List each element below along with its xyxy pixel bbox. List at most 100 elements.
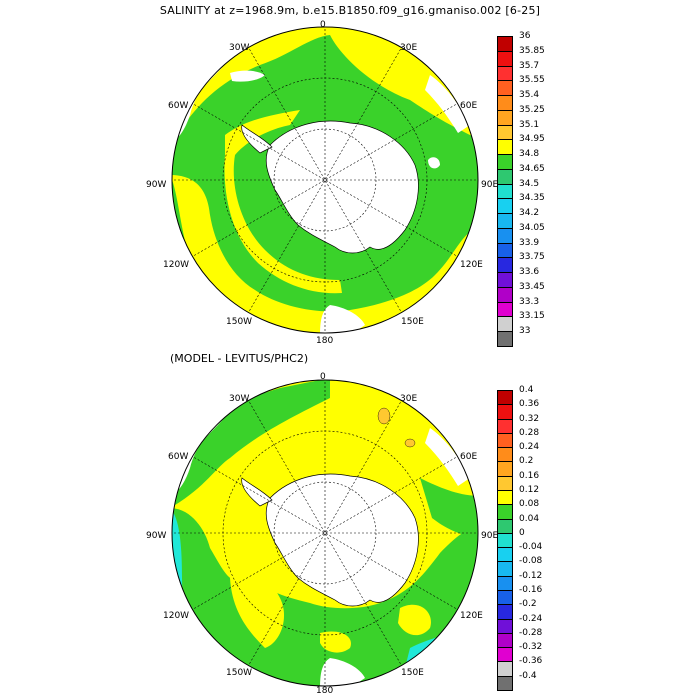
colorbar-swatch	[497, 36, 513, 52]
antarctica-landmass	[265, 473, 419, 607]
lon-label-60w: 60W	[168, 452, 189, 462]
colorbar-label: 33.15	[519, 311, 545, 322]
colorbar-swatch	[497, 331, 513, 347]
lon-label-30w: 30W	[229, 394, 250, 404]
difference-colorbar: 0.4 0.36 0.32 0.28 0.24 0.2 0.16 0.12 0.08 0.04 0 -…	[497, 385, 575, 691]
lon-label-90w: 90W	[146, 531, 167, 541]
colorbar-swatch	[497, 183, 513, 200]
lon-label-90e: 90E	[481, 531, 499, 541]
colorbar-label: 35.55	[519, 75, 545, 86]
colorbar-swatch	[497, 316, 513, 333]
graticule	[172, 380, 478, 686]
lon-label-90e: 90E	[481, 180, 499, 190]
colorbar-swatch	[497, 80, 513, 97]
lon-label-30e: 30E	[400, 394, 418, 404]
difference-green-region	[172, 380, 330, 508]
difference-map	[170, 378, 480, 688]
colorbar-label: 33.9	[519, 237, 540, 248]
colorbar-swatch	[497, 518, 513, 534]
colorbar-swatch	[497, 561, 513, 577]
colorbar-swatch	[497, 504, 513, 520]
lon-label-150e: 150E	[401, 317, 424, 327]
colorbar-label: 36	[519, 31, 531, 41]
colorbar-swatch	[497, 432, 513, 449]
colorbar-swatch	[497, 575, 513, 591]
colorbar-swatch	[497, 286, 513, 303]
lon-label-30e: 30E	[400, 43, 418, 53]
lon-label-120e: 120E	[460, 611, 483, 621]
colorbar-label: -0.08	[519, 556, 543, 567]
lon-label-30w: 30W	[229, 43, 250, 53]
colorbar-swatch	[497, 65, 513, 82]
colorbar-swatch	[497, 632, 513, 649]
colorbar-label: -0.36	[519, 656, 543, 667]
colorbar-label: -0.28	[519, 627, 543, 638]
colorbar-swatch	[497, 418, 513, 434]
lon-label-90w: 90W	[146, 180, 167, 190]
colorbar-label: -0.12	[519, 570, 543, 581]
difference-subtitle: (MODEL - LEVITUS/PHC2)	[170, 352, 309, 365]
colorbar-label: 0.12	[519, 485, 540, 495]
colorbar-swatch	[497, 257, 513, 274]
colorbar-swatch	[497, 604, 513, 620]
difference-map-svg	[171, 379, 479, 687]
colorbar-swatch	[497, 661, 513, 677]
colorbar-label: 35.7	[519, 60, 540, 71]
colorbar-label: 33.75	[519, 252, 545, 263]
colorbar-swatch	[497, 50, 513, 67]
colorbar-label: -0.2	[519, 599, 537, 610]
colorbar-label: 35.25	[519, 104, 545, 115]
colorbar-label: 33.6	[519, 267, 540, 278]
colorbar-label: 0.4	[519, 385, 534, 395]
colorbar-label: 33	[519, 326, 531, 337]
colorbar-swatch	[497, 447, 513, 463]
colorbar-swatch	[497, 154, 513, 170]
colorbar-swatch	[497, 139, 513, 156]
colorbar-label: -0.04	[519, 542, 543, 553]
colorbar-label: 34.35	[519, 193, 545, 204]
colorbar-swatch	[497, 213, 513, 229]
colorbar-swatch	[497, 490, 513, 506]
salinity-colorbar: 36 35.85 35.7 35.55 35.4 35.25 35.1 34.95 34.8 34…	[497, 31, 575, 347]
colorbar-swatch	[497, 404, 513, 420]
colorbar-label: 34.2	[519, 208, 540, 219]
lon-label-0: 0	[320, 20, 326, 30]
colorbar-swatch	[497, 242, 513, 259]
lon-label-0: 0	[320, 372, 326, 382]
colorbar-label: 34.95	[519, 134, 545, 145]
colorbar-label: -0.4	[519, 670, 537, 681]
salinity-map-svg	[171, 26, 479, 334]
colorbar-swatch	[497, 109, 513, 126]
lon-label-60e: 60E	[460, 452, 478, 462]
colorbar-swatch	[497, 390, 513, 406]
colorbar-label: -0.32	[519, 642, 543, 653]
colorbar-label: 34.8	[519, 149, 540, 160]
colorbar-swatch	[497, 461, 513, 477]
colorbar-swatch	[497, 301, 513, 318]
lon-label-120w: 120W	[163, 611, 190, 621]
colorbar-swatch	[497, 227, 513, 244]
colorbar-swatch	[497, 647, 513, 663]
colorbar-swatch	[497, 95, 513, 111]
lon-label-180: 180	[316, 686, 334, 696]
colorbar-swatch	[497, 590, 513, 606]
colorbar-label: 0.04	[519, 513, 540, 524]
colorbar-label: 0.28	[519, 427, 540, 438]
colorbar-label: 33.3	[519, 296, 540, 307]
lon-label-180: 180	[316, 336, 334, 346]
colorbar-label: 34.5	[519, 178, 540, 189]
colorbar-label: 35.4	[519, 90, 540, 101]
colorbar-label: 35.85	[519, 45, 545, 56]
colorbar-swatch	[497, 618, 513, 634]
colorbar-swatch	[497, 547, 513, 563]
colorbar-swatch	[497, 475, 513, 491]
lon-label-120e: 120E	[460, 260, 483, 270]
colorbar-label: 0.24	[519, 442, 540, 453]
map-boundary	[171, 26, 479, 334]
colorbar-swatch	[497, 675, 513, 691]
colorbar-swatch	[497, 124, 513, 141]
antarctica-landmass	[265, 120, 419, 254]
colorbar-label: 0	[519, 527, 525, 538]
colorbar-swatch	[497, 168, 513, 185]
colorbar-swatch	[497, 532, 513, 549]
